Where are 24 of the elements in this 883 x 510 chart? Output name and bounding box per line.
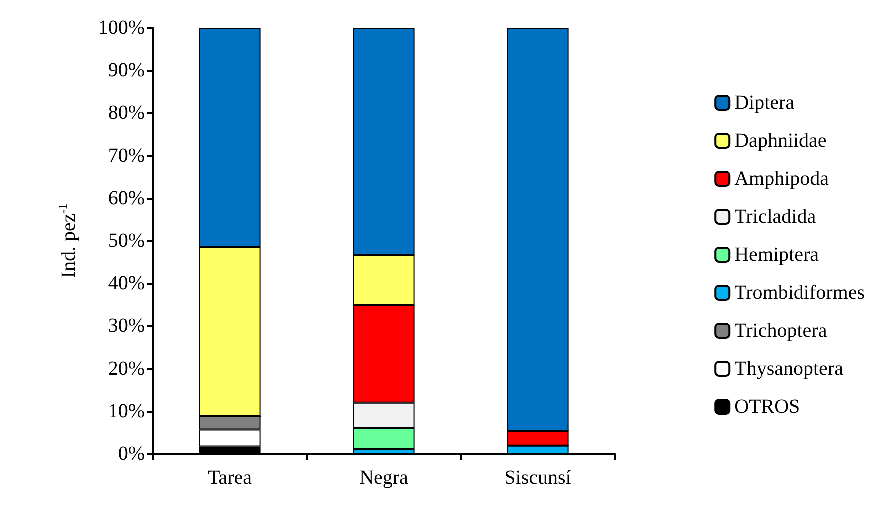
- y-tick-label: 100%: [98, 17, 145, 39]
- legend-label: Hemiptera: [734, 244, 820, 266]
- y-tick-label: 30%: [108, 315, 145, 338]
- legend-label: Diptera: [734, 92, 795, 114]
- y-tick-label: 20%: [108, 358, 145, 380]
- legend-label: Thysanoptera: [734, 358, 844, 380]
- y-tick-label: 40%: [108, 272, 145, 295]
- legend-label: Trombidiformes: [734, 282, 866, 304]
- y-tick-label: 0%: [118, 443, 145, 465]
- legend-label: OTROS: [734, 396, 800, 418]
- legend-label: Tricladida: [734, 206, 816, 228]
- legend-label: Daphniidae: [734, 130, 827, 152]
- y-tick-label: 70%: [108, 144, 145, 167]
- x-tick-label: Tarea: [208, 467, 252, 489]
- x-tick-label: Siscunsí: [504, 467, 572, 489]
- y-tick-label: 60%: [108, 187, 145, 210]
- y-tick-label: 80%: [108, 102, 145, 124]
- y-tick-label: 10%: [108, 400, 145, 422]
- y-tick-label: 90%: [108, 60, 145, 82]
- legend-label: Trichoptera: [734, 320, 828, 342]
- y-axis-title: Ind. pez-1: [56, 204, 80, 278]
- y-tick-label: 50%: [108, 230, 145, 252]
- x-tick-label: Negra: [360, 467, 409, 489]
- legend-label: Amphipoda: [734, 168, 830, 190]
